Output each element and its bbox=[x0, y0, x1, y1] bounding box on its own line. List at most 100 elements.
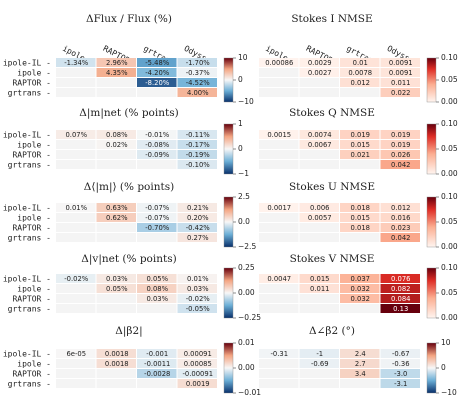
row-label: grtrans - bbox=[8, 89, 51, 98]
colorbar bbox=[426, 196, 437, 248]
heatmap-cell bbox=[177, 379, 217, 388]
colorbar-tick-label: 0.10 bbox=[441, 263, 458, 272]
empty-cell bbox=[56, 233, 96, 242]
heatmap-cell bbox=[56, 203, 96, 212]
heatmap-cell bbox=[340, 223, 380, 232]
colorbar-tick-label: 0.00 bbox=[238, 363, 255, 372]
cell-value-label: 0.019 bbox=[391, 131, 410, 139]
empty-cell bbox=[137, 233, 177, 242]
empty-cell bbox=[96, 233, 136, 242]
colorbar-tick-label: −0.01 bbox=[238, 388, 261, 397]
cell-value-label: -0.001 bbox=[146, 350, 168, 358]
colorbar-tick-label: −0.25 bbox=[238, 313, 261, 322]
heatmap-cell bbox=[380, 68, 420, 77]
cell-value-label: -0.67 bbox=[392, 350, 410, 358]
cell-value-label: 0.20% bbox=[187, 214, 209, 222]
cell-value-label: 0.042 bbox=[391, 234, 410, 242]
heatmap-cell bbox=[380, 160, 420, 169]
empty-cell bbox=[96, 304, 136, 313]
empty-cell bbox=[56, 284, 96, 293]
cell-value-label: 0.0027 bbox=[308, 69, 332, 77]
cell-value-label: 0.084 bbox=[391, 295, 410, 303]
cell-value-label: 0.0029 bbox=[308, 59, 332, 67]
empty-cell bbox=[259, 150, 299, 159]
heatmap-cell bbox=[299, 359, 339, 368]
empty-cell bbox=[259, 233, 299, 242]
heatmap-cell bbox=[177, 68, 217, 77]
heatmap-panel: Δ|m|net (% points) ipole-IL -ipole -RAPTO… bbox=[3, 107, 249, 178]
cell-value-label: 4.00% bbox=[187, 89, 209, 97]
heatmap-cell bbox=[380, 78, 420, 87]
cell-value-label: 0.0018 bbox=[105, 360, 129, 368]
cell-value-label: 0.018 bbox=[351, 204, 370, 212]
heatmap-cell bbox=[299, 349, 339, 358]
empty-cell bbox=[96, 88, 136, 97]
colorbar-tick-label: 0 bbox=[238, 144, 243, 153]
heatmap-cell bbox=[380, 140, 420, 149]
cell-value-label: 0.012 bbox=[391, 204, 410, 212]
colorbar-tick-label: 0.0 bbox=[238, 217, 250, 226]
empty-cell bbox=[56, 369, 96, 378]
colorbar-tick-label: 0.05 bbox=[441, 75, 458, 84]
cell-value-label: 0.032 bbox=[351, 285, 370, 293]
colorbar-tick-label: 0.00 bbox=[238, 288, 255, 297]
empty-cell bbox=[56, 140, 96, 149]
cell-value-label: 0.0057 bbox=[308, 214, 332, 222]
heatmap-cell bbox=[259, 203, 299, 212]
colorbar bbox=[426, 57, 437, 103]
row-label: grtrans - bbox=[8, 161, 51, 170]
heatmap-cell bbox=[96, 58, 136, 67]
colorbar bbox=[426, 342, 437, 394]
row-label: ipole - bbox=[17, 214, 51, 223]
cell-value-label: 0.00091 bbox=[184, 350, 212, 358]
empty-cell bbox=[299, 223, 339, 232]
cell-value-label: 0.0015 bbox=[267, 131, 291, 139]
cell-value-label: 0.01% bbox=[65, 204, 87, 212]
heatmap-cell bbox=[96, 274, 136, 283]
heatmap-cell bbox=[56, 274, 96, 283]
empty-cell bbox=[259, 78, 299, 87]
row-label: ipole-IL - bbox=[3, 131, 51, 140]
cell-value-label: -4.52% bbox=[186, 79, 211, 87]
heatmap-cell bbox=[96, 349, 136, 358]
cell-value-label: -0.02% bbox=[186, 295, 211, 303]
empty-cell bbox=[56, 68, 96, 77]
heatmap-cell bbox=[380, 150, 420, 159]
panel-title: Δ|m|net (% points) bbox=[79, 107, 178, 120]
empty-cell bbox=[259, 304, 299, 313]
empty-cell bbox=[259, 140, 299, 149]
cell-value-label: -0.31 bbox=[270, 350, 288, 358]
row-label: RAPTOR - bbox=[12, 151, 51, 160]
heatmap-cell bbox=[299, 213, 339, 222]
empty-cell bbox=[137, 379, 177, 388]
cell-value-label: -0.0011 bbox=[144, 360, 170, 368]
empty-cell bbox=[96, 78, 136, 87]
cell-value-label: 0.026 bbox=[391, 151, 410, 159]
heatmap-cell bbox=[340, 369, 380, 378]
cell-value-label: -0.10% bbox=[186, 161, 211, 169]
colorbar-tick-label: 0 bbox=[441, 363, 446, 372]
empty-cell bbox=[259, 68, 299, 77]
cell-value-label: 0.03% bbox=[106, 275, 128, 283]
colorbar-tick-label: 0.10 bbox=[441, 119, 458, 128]
row-label: RAPTOR - bbox=[12, 370, 51, 379]
cell-value-label: -4.20% bbox=[145, 69, 170, 77]
panel-title: Stokes Q NMSE bbox=[289, 107, 375, 119]
empty-cell bbox=[259, 223, 299, 232]
cell-value-label: 0.006 bbox=[310, 204, 329, 212]
empty-cell bbox=[340, 160, 380, 169]
empty-cell bbox=[56, 359, 96, 368]
cell-value-label: 0.011 bbox=[310, 285, 329, 293]
cell-value-label: 0.022 bbox=[391, 89, 410, 97]
heatmap-cell bbox=[177, 223, 217, 232]
empty-cell bbox=[56, 160, 96, 169]
colorbar bbox=[223, 196, 234, 248]
cell-value-label: 0.01 bbox=[353, 59, 368, 67]
cell-value-label: -0.0028 bbox=[144, 370, 170, 378]
heatmap-cell bbox=[137, 274, 177, 283]
colorbar-tick-label: 0.00 bbox=[441, 97, 458, 106]
heatmap-cell bbox=[299, 284, 339, 293]
empty-cell bbox=[299, 369, 339, 378]
empty-cell bbox=[56, 223, 96, 232]
heatmap-panel: Stokes U NMSE 0.0017 0.006 0.018 0.012 0.0057… bbox=[259, 181, 458, 251]
